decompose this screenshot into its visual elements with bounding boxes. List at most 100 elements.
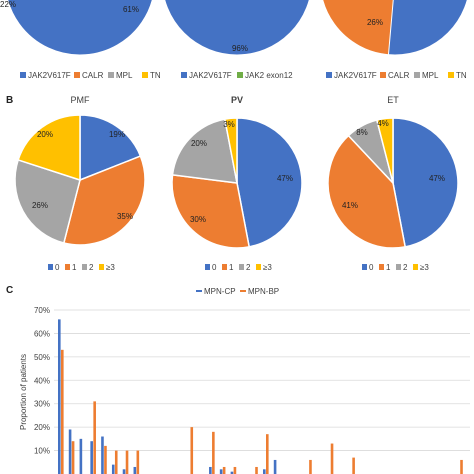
legend-swatch-2 — [82, 264, 87, 270]
panel-a-pies: 61% 22% 96% 26% — [0, 0, 468, 56]
a1-legend-swatch-2 — [108, 72, 114, 78]
bar-mpn-bp-14 — [212, 431, 215, 474]
a1-legend-label-3: TN — [150, 71, 161, 80]
legend-swatch-0 — [205, 264, 210, 270]
a3-legend-swatch-3 — [448, 72, 454, 78]
bar-mpn-bp-6 — [125, 450, 129, 474]
legend-label-1: 1 — [386, 263, 391, 272]
legend-label-3: ≥3 — [420, 263, 429, 272]
legend-swatch-1 — [379, 264, 384, 270]
pie-pmf-label-1: 35% — [117, 212, 133, 221]
legend-swatch-2 — [396, 264, 401, 270]
a3-legend-label-0: JAK2V617F — [334, 71, 377, 80]
a3-legend-swatch-1 — [380, 72, 386, 78]
bar-legend-label-cp: MPN-CP — [204, 287, 236, 296]
pie-pv-slice-3 — [223, 117, 238, 184]
pie-pmf-label-3: 20% — [37, 130, 53, 139]
bar-mpn-cp-1 — [68, 429, 72, 474]
bar-mpn-bp-18 — [255, 466, 258, 474]
a3-legend-label-3: TN — [456, 71, 467, 80]
legend-label-2: 2 — [403, 263, 408, 272]
pie-title-pv: PV — [231, 95, 243, 105]
pie-pv-legend: 0 1 2 ≥3 — [205, 263, 272, 272]
panel-label-b: B — [6, 95, 13, 106]
ytick-30: 30% — [34, 400, 50, 409]
bar-mpn-bp-7 — [136, 450, 140, 474]
ytick-20: 20% — [34, 423, 50, 432]
bar-mpn-cp-19 — [263, 469, 266, 474]
pie-title-et: ET — [387, 95, 399, 105]
legend-swatch-2 — [239, 264, 244, 270]
legend-swatch-1 — [65, 264, 70, 270]
pie-et-label-2: 8% — [356, 128, 368, 137]
pie-pmf-slice-0 — [79, 114, 142, 182]
bar-legend-label-bp: MPN-BP — [248, 287, 279, 296]
bar-mpn-bp-5 — [114, 450, 118, 474]
pie-pv-label-0: 47% — [277, 174, 293, 183]
legend-swatch-3 — [413, 264, 418, 270]
pie-et-slice-3 — [375, 117, 394, 184]
pie-et: ET 47% 41% 8% 4% 0 1 2 ≥3 — [327, 95, 459, 272]
pie-pmf-label-0: 19% — [109, 130, 125, 139]
pie-et-label-3: 4% — [377, 119, 389, 128]
bar-mpn-bp-3 — [93, 401, 96, 474]
panel-a-legends: JAK2V617F CALR MPL TN JAK2V617F JAK2 exon12 JA… — [20, 71, 467, 80]
ytick-40: 40% — [34, 376, 50, 385]
legend-swatch-1 — [222, 264, 227, 270]
a1-legend-label-2: MPL — [116, 71, 133, 80]
panel-label-c: C — [6, 285, 13, 296]
bar-legend-swatch-bp — [240, 290, 246, 292]
bar-mpn-cp-5 — [111, 464, 115, 474]
a1-legend-swatch-3 — [142, 72, 148, 78]
bar-mpn-bp-15 — [222, 466, 226, 474]
pie-et-label-1: 41% — [342, 201, 358, 210]
a2-legend-label-0: JAK2V617F — [189, 71, 232, 80]
bar-legend-swatch-cp — [196, 290, 202, 292]
a1-legend-swatch-1 — [74, 72, 80, 78]
bar-mpn-cp-4 — [101, 436, 104, 474]
a2-slice-label-96: 96% — [232, 44, 248, 53]
bar-grid: 10% 20% 30% 40% 50% 60% 70% — [34, 306, 470, 456]
pie-pv-slice-2 — [171, 118, 238, 184]
a3-legend-label-2: MPL — [422, 71, 439, 80]
pie-pmf-slice-2 — [14, 158, 81, 244]
legend-label-0: 0 — [55, 263, 60, 272]
panel-a: 61%22%96%26%JAK2V617F CALR MPL TN JAK2V617F J… — [0, 0, 468, 80]
pie-pv-slice-1 — [171, 174, 251, 249]
pie-pv-label-1: 30% — [190, 215, 206, 224]
ytick-70: 70% — [34, 306, 50, 315]
ytick-60: 60% — [34, 329, 50, 338]
pie-pv-label-3: 3% — [223, 120, 235, 129]
bar-mpn-bp-16 — [233, 466, 237, 474]
bar-mpn-bp-37 — [460, 459, 463, 474]
bar-mpn-cp-2 — [79, 438, 83, 474]
bar-mpn-cp-7 — [133, 466, 137, 474]
pie-pmf: PMF 19% 35% 26% 20% 0 1 2 ≥3 — [14, 95, 146, 272]
bar-mpn-bp-23 — [309, 459, 312, 474]
pie-et-legend: 0 1 2 ≥3 — [362, 263, 429, 272]
a3-slice-label-26: 26% — [367, 18, 383, 27]
a1-legend-swatch-0 — [20, 72, 26, 78]
legend-swatch-0 — [362, 264, 367, 270]
pie-et-slice-0 — [392, 117, 459, 248]
bar-series — [58, 319, 463, 474]
bar-mpn-cp-0 — [58, 319, 61, 474]
a2-legend-label-1: JAK2 exon12 — [245, 71, 293, 80]
pie-pv-label-2: 20% — [191, 139, 207, 148]
legend-label-1: 1 — [229, 263, 234, 272]
ytick-50: 50% — [34, 353, 50, 362]
panel-c: C MPN-CP MPN-BP 10% 20% 30% 40% 50% 60% 70% Propo… — [6, 285, 470, 474]
a3-legend-swatch-2 — [414, 72, 420, 78]
a3-legend-label-1: CALR — [388, 71, 410, 80]
a2-slice-jak2v617f — [164, 0, 310, 56]
legend-label-3: ≥3 — [106, 263, 115, 272]
pie-et-slice-1 — [327, 134, 407, 249]
a1-legend-label-0: JAK2V617F — [28, 71, 71, 80]
a3-slice-calr — [322, 0, 394, 56]
panel-b: B PMF 19% 35% 26% 20% 0 1 2 ≥3 PV 47% 30% 20% 3% 0 1 2 ≥3… — [6, 95, 459, 272]
bar-mpn-bp-12 — [190, 427, 194, 474]
a2-legend-swatch-1 — [237, 72, 243, 78]
legend-label-2: 2 — [246, 263, 251, 272]
bar-legend: MPN-CP MPN-BP — [196, 287, 279, 296]
